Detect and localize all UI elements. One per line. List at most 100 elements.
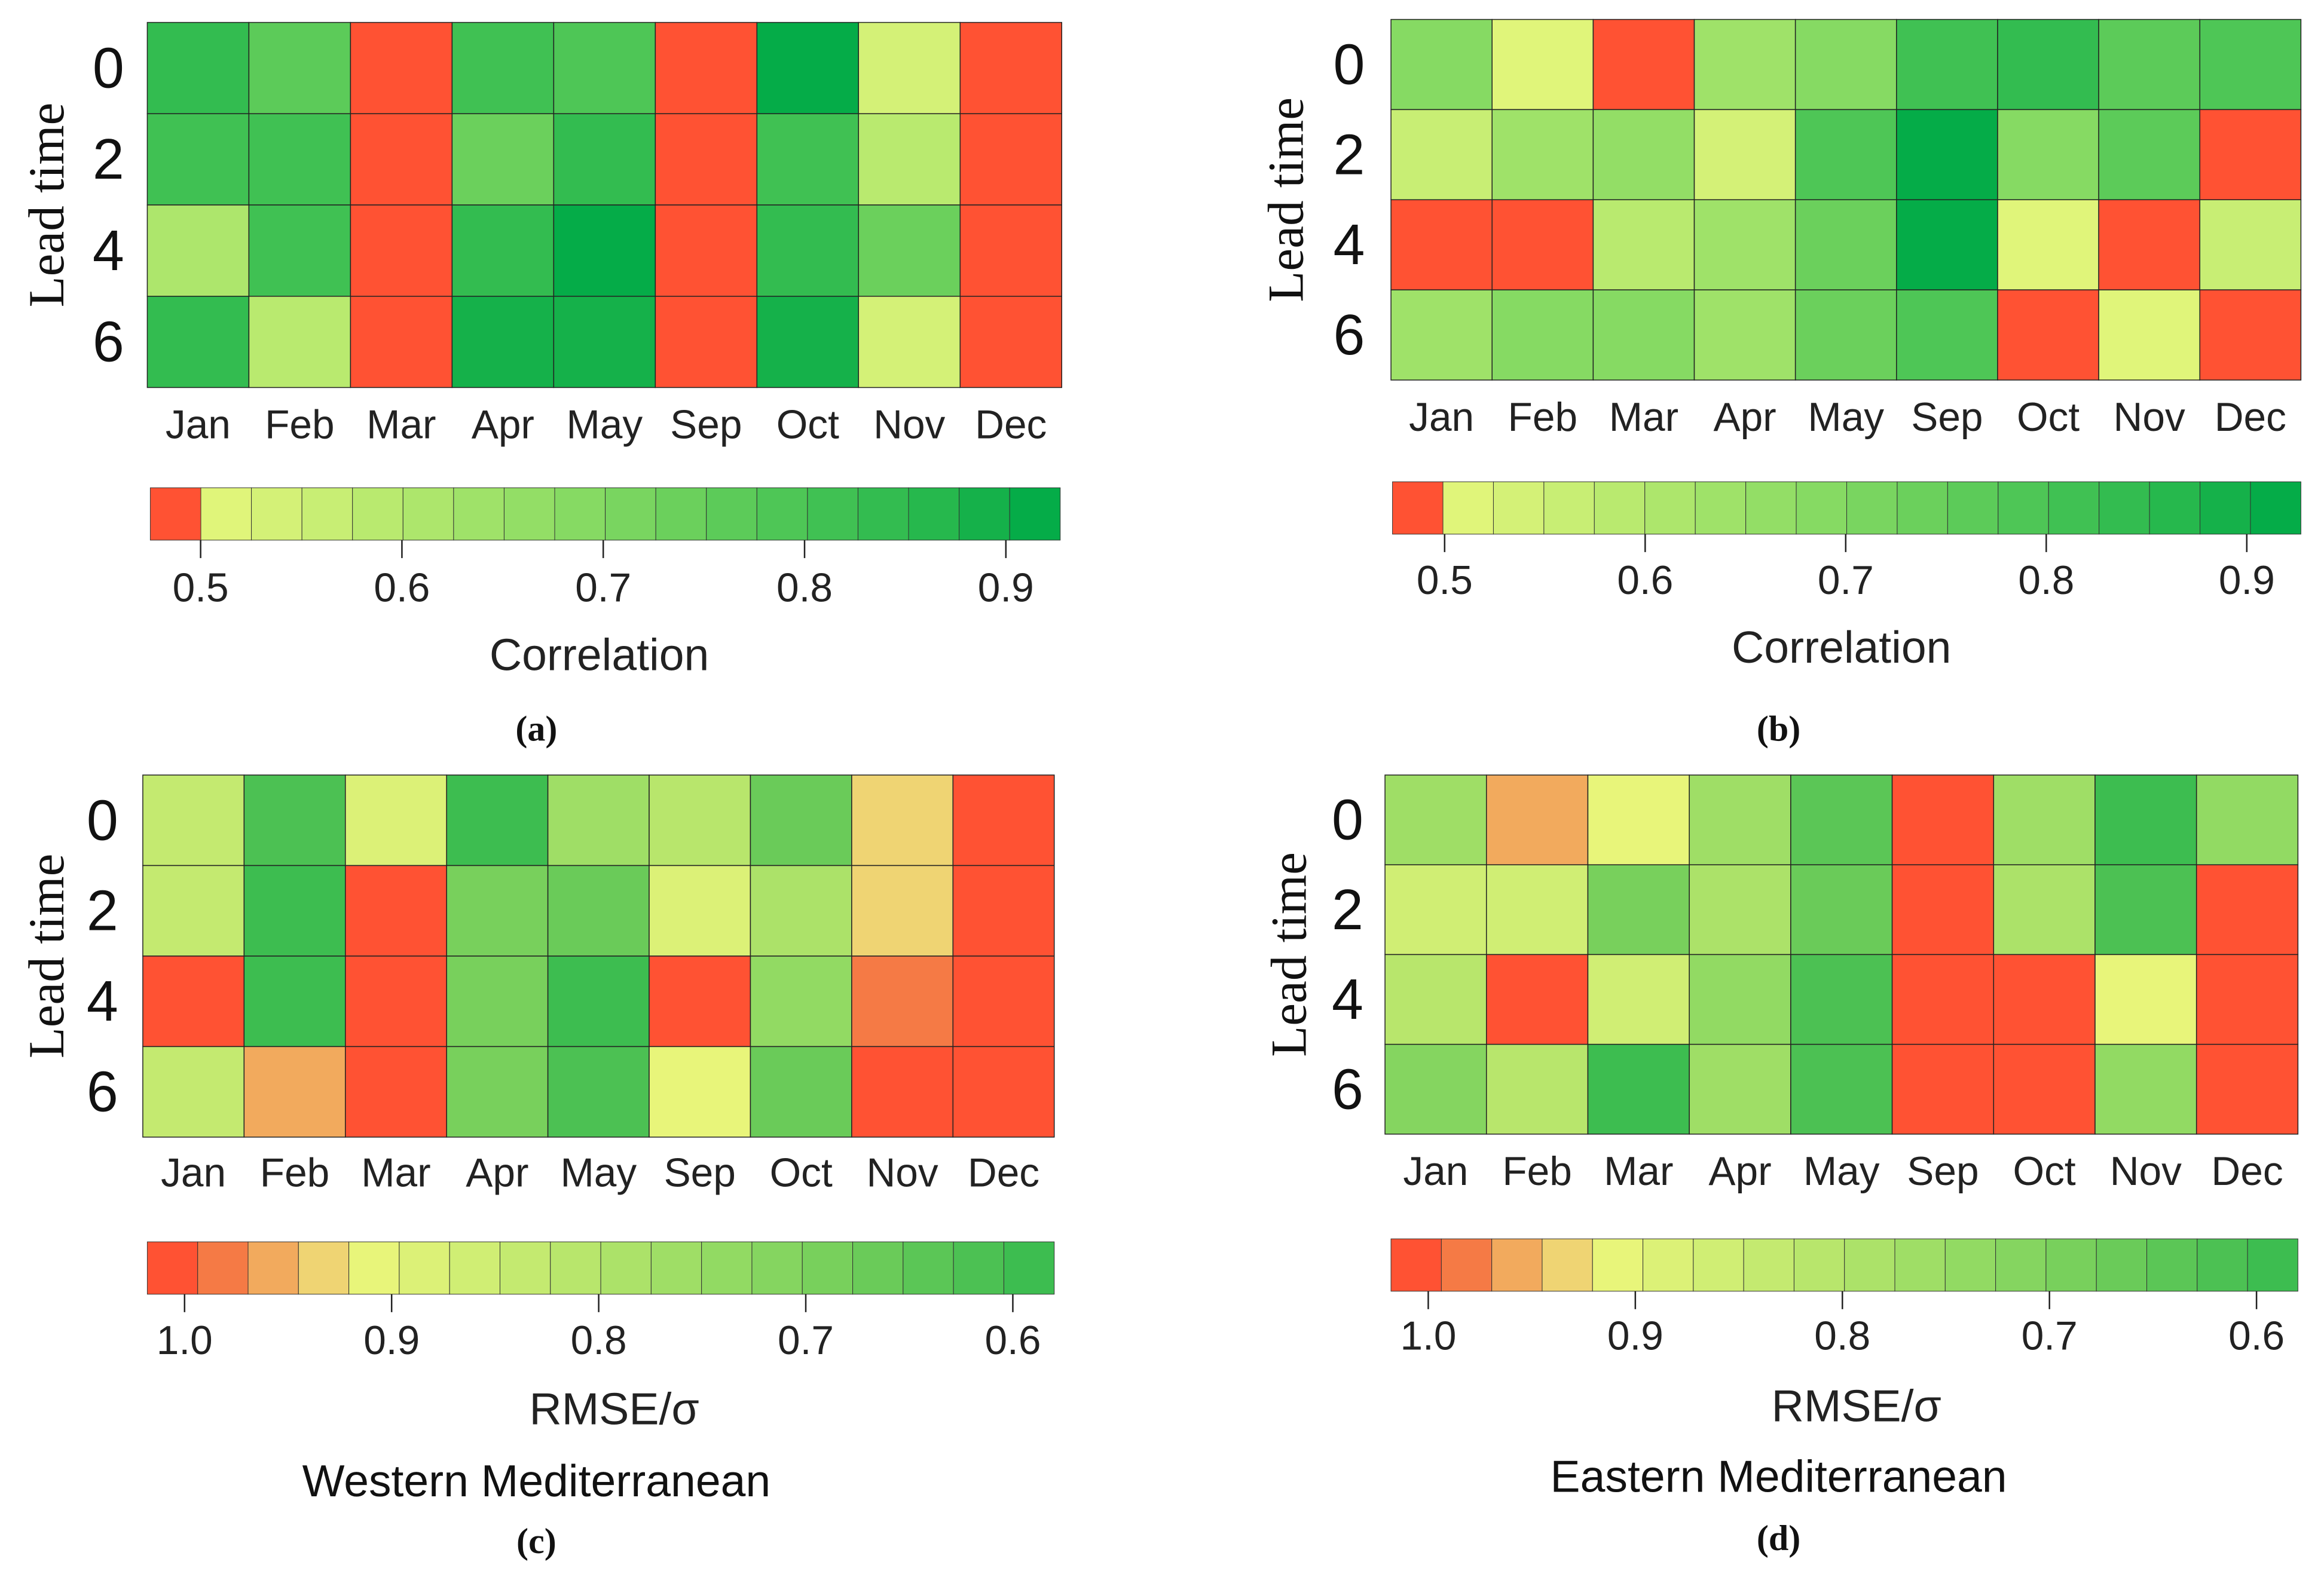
lead-time-tick: 4: [1334, 213, 1365, 277]
colorbar-bin: [2099, 481, 2150, 535]
heatmap-cell-0-feb: [1491, 19, 1594, 111]
heatmap-cell-0-mar: [350, 22, 453, 115]
colorbar-tick-label: 0.8: [2018, 558, 2074, 603]
heatmap-cell-4-may: [553, 204, 656, 297]
month-label: Jan: [1409, 395, 1474, 440]
heatmap-cell-0-sep: [1896, 19, 1998, 111]
heatmap-cell-6-may: [553, 296, 656, 388]
heatmap-cell-0-oct: [756, 22, 860, 115]
colorbar-bin: [449, 1241, 500, 1295]
heatmap-cell-2-nov: [2094, 864, 2197, 956]
heatmap-cell-0-oct: [750, 774, 852, 866]
colorbar-bin: [503, 487, 555, 541]
heatmap-cell-0-oct: [1993, 774, 2096, 865]
colorbar-bin: [197, 1241, 249, 1295]
month-label: Apr: [466, 1151, 528, 1196]
heatmap-cell-2-jan: [1384, 864, 1487, 956]
heatmap-cell-2-mar: [345, 865, 447, 957]
colorbar-bin: [1442, 481, 1494, 535]
panel-label: (b): [1757, 708, 1800, 748]
heatmap-cell-0-may: [1790, 774, 1893, 865]
colorbar-tick-label: 0.8: [776, 566, 833, 611]
lead-time-tick: 6: [87, 1061, 118, 1124]
heatmap-cell-4-apr: [1689, 954, 1791, 1045]
heatmap-cell-2-mar: [1592, 109, 1695, 201]
colorbar-bin: [402, 487, 454, 541]
colorbar-tick-label: 0.9: [1607, 1313, 1664, 1358]
heatmap-cell-2-dec: [2199, 109, 2302, 201]
heatmap-cell-2-oct: [756, 113, 860, 206]
heatmap-cell-2-mar: [1587, 864, 1690, 956]
heatmap-cell-6-apr: [1693, 289, 1796, 381]
panel-d: Jan Feb Mar Apr May Sep Oct Nov Dec 0 2 4 6 Lead time…: [1261, 774, 2299, 1558]
colorbar-bin: [908, 487, 960, 541]
colorbar-bin: [1793, 1238, 1845, 1292]
heatmap-cell-4-sep: [1896, 199, 1998, 290]
month-label: Oct: [2013, 1149, 2076, 1194]
colorbar-tick-label: 0.7: [778, 1318, 834, 1363]
colorbar-bin: [857, 487, 909, 541]
colorbar-tick-label: 1.0: [157, 1318, 213, 1363]
colorbar-bin: [1493, 481, 1545, 535]
y-axis-label: Lead time: [19, 854, 75, 1059]
month-label: Dec: [975, 403, 1047, 448]
colorbar-tick-label: 0.6: [374, 566, 430, 611]
heatmap-cell-2-nov: [2098, 109, 2201, 201]
heatmap-cell-0-feb: [248, 22, 351, 115]
heatmap-cell-6-oct: [756, 296, 860, 388]
colorbar-bin: [1743, 1238, 1794, 1292]
heatmap-cell-6-jan: [146, 296, 250, 388]
lead-time-tick: 0: [1334, 33, 1365, 97]
colorbar-tick-label: 0.7: [575, 566, 631, 611]
heatmap-cell-6-feb: [248, 296, 351, 388]
month-label: Sep: [1911, 395, 1983, 440]
month-label: Jan: [161, 1151, 226, 1196]
heatmap-cell-6-dec: [2195, 1043, 2299, 1135]
month-label: May: [1808, 395, 1884, 440]
heatmap-cell-2-oct: [1993, 864, 2096, 956]
colorbar-bin: [352, 487, 403, 541]
heatmap-cell-2-may: [547, 865, 650, 957]
month-label: Sep: [1907, 1149, 1979, 1194]
heatmap-cell-6-may: [1790, 1043, 1893, 1135]
lead-time-tick: 2: [1332, 878, 1363, 942]
heatmap-cell-2-may: [1790, 864, 1893, 956]
heatmap-cell-0-oct: [1997, 19, 2099, 111]
month-label: Apr: [1714, 395, 1776, 440]
panel-label: (c): [516, 1521, 556, 1561]
colorbar-bin: [453, 487, 504, 541]
heatmap-cell-6-mar: [350, 296, 453, 388]
region-caption: Western Mediterranean: [302, 1456, 770, 1506]
colorbar-bin: [2045, 1238, 2097, 1292]
lead-time-tick: 4: [93, 219, 124, 283]
heatmap-cell-4-may: [1794, 199, 1897, 290]
lead-time-tick: 2: [87, 880, 118, 943]
heatmap-cell-4-may: [547, 956, 650, 1048]
heatmap-cell-2-jan: [142, 865, 245, 957]
colorbar-bin: [1894, 1238, 1946, 1292]
heatmap-cell-6-apr: [451, 296, 555, 388]
heatmap-cell-4-jan: [1390, 199, 1493, 290]
month-label: Nov: [2114, 395, 2185, 440]
heatmap-cell-4-mar: [350, 204, 453, 297]
heatmap-cell-0-dec: [959, 22, 1062, 115]
colorbar-tick-label: 0.8: [1814, 1313, 1870, 1358]
colorbar-bin: [756, 487, 808, 541]
lead-time-tick: 0: [1332, 789, 1363, 852]
heatmap-cell-6-dec: [959, 296, 1062, 388]
colorbar-label: Correlation: [1732, 622, 1951, 672]
colorbar-bin: [2096, 1238, 2148, 1292]
colorbar-bin: [301, 487, 353, 541]
colorbar-label: RMSE/σ: [529, 1384, 699, 1434]
colorbar-tick-label: 0.6: [984, 1318, 1041, 1363]
heatmap-cell-6-sep: [1891, 1043, 1995, 1135]
colorbar-bin: [2200, 481, 2251, 535]
heatmap-cell-4-nov: [851, 956, 954, 1048]
heatmap-cell-6-sep: [1896, 289, 1998, 381]
colorbar-bin: [1643, 1238, 1694, 1292]
heatmap-cell-0-apr: [451, 22, 555, 115]
colorbar-bin: [600, 1241, 652, 1295]
heatmap-cell-0-sep: [655, 22, 758, 115]
colorbar-bin: [1947, 481, 1999, 535]
